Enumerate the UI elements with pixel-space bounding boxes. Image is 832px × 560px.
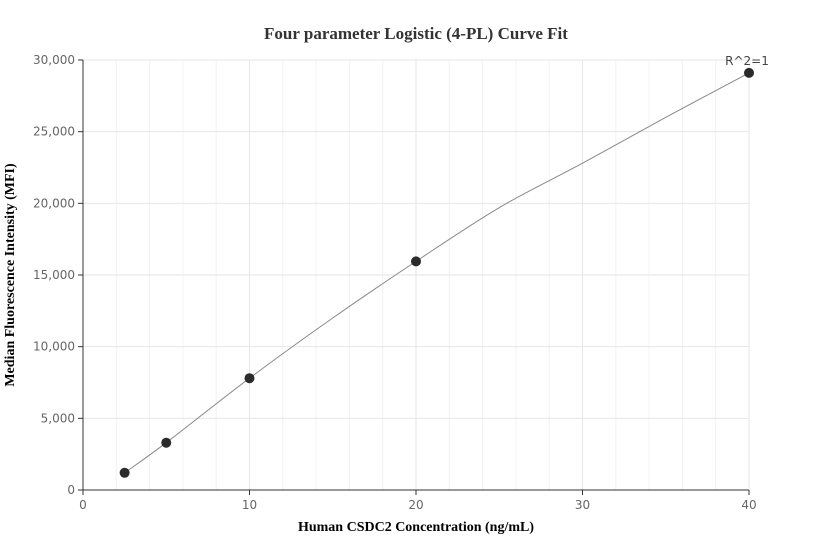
y-tick-label: 10,000 [33, 340, 75, 354]
y-axis-title: Median Fluorescence Intensity (MFI) [3, 163, 18, 387]
grid [82, 59, 750, 491]
data-points [119, 67, 754, 478]
chart-title: Four parameter Logistic (4-PL) Curve Fit [264, 24, 568, 43]
y-tick-label: 5,000 [41, 411, 75, 425]
data-point [744, 67, 754, 78]
y-tick-label: 0 [67, 483, 75, 497]
y-tick-label: 30,000 [33, 53, 75, 67]
x-tick-label: 30 [575, 498, 590, 512]
y-axis-ticks: 0 5,000 10,000 15,000 20,000 25,000 30,000 [33, 53, 83, 497]
x-axis-ticks: 0 10 20 30 40 [79, 490, 757, 512]
x-tick-label: 0 [79, 498, 87, 512]
fit-curve [124, 72, 750, 474]
y-tick-label: 20,000 [33, 196, 75, 210]
x-axis-title: Human CSDC2 Concentration (ng/mL) [298, 520, 534, 535]
data-point [244, 373, 255, 384]
y-tick-label: 15,000 [33, 268, 75, 282]
x-tick-label: 10 [242, 498, 257, 512]
data-point [161, 437, 172, 448]
x-tick-label: 20 [408, 498, 423, 512]
data-point [411, 256, 421, 267]
data-point [119, 467, 130, 478]
x-tick-label: 40 [741, 498, 756, 512]
r-squared-annotation: R^2=1 [725, 54, 769, 68]
y-tick-label: 25,000 [33, 125, 75, 139]
